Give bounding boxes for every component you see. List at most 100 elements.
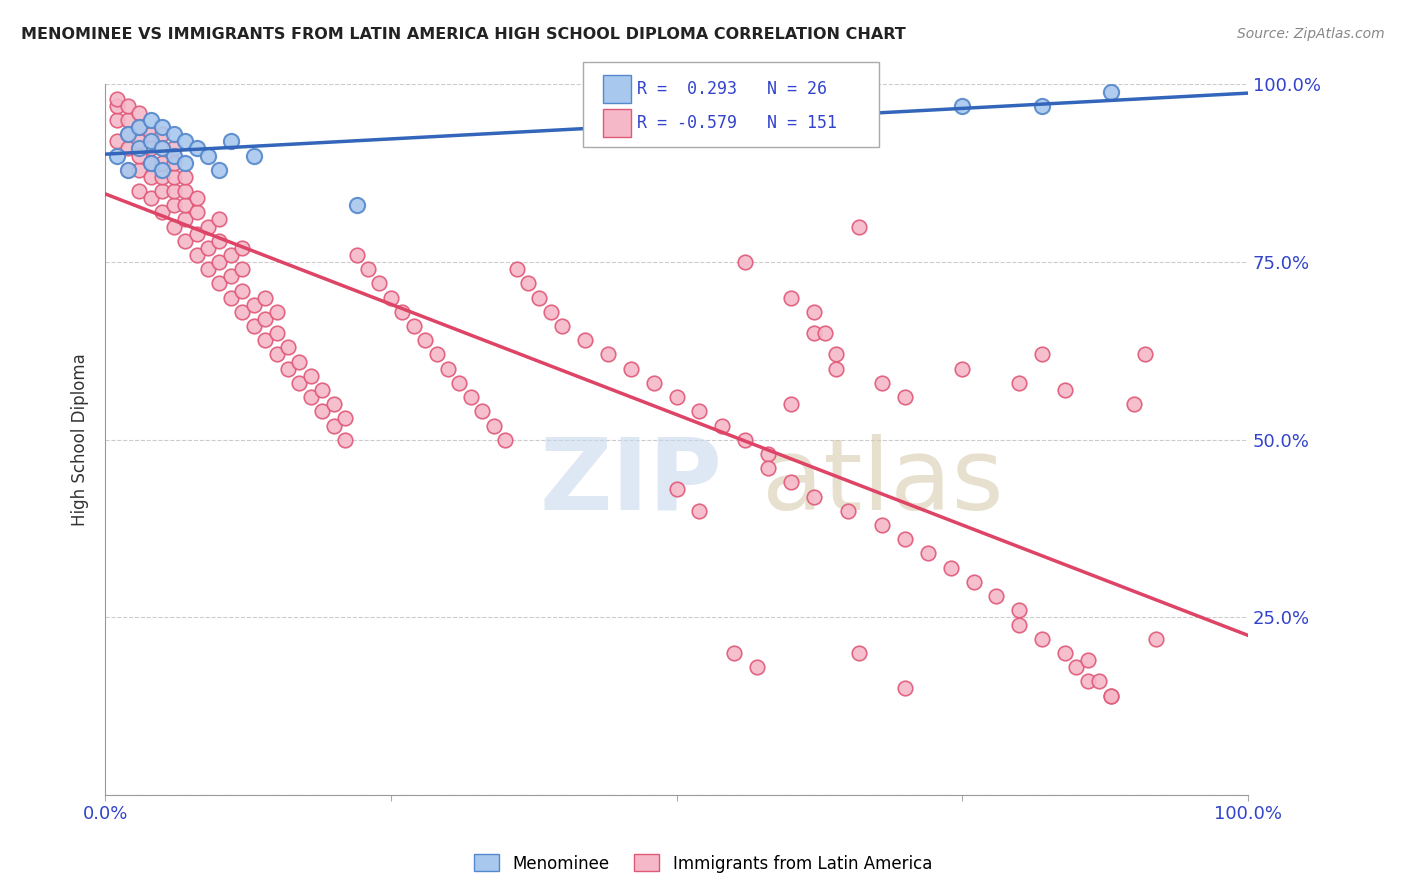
Point <box>186 191 208 205</box>
Point <box>231 262 253 277</box>
Point <box>505 262 527 277</box>
Point <box>1077 653 1099 667</box>
Point <box>620 361 643 376</box>
Point <box>163 141 186 155</box>
Point <box>231 305 253 319</box>
Point <box>734 433 756 447</box>
Point <box>208 277 231 291</box>
Text: atlas: atlas <box>762 434 1004 531</box>
Point <box>163 155 186 169</box>
Point <box>1008 376 1031 390</box>
Point <box>231 284 253 298</box>
Point <box>1053 646 1076 660</box>
Point <box>186 205 208 219</box>
Point <box>413 333 436 347</box>
Point <box>219 291 242 305</box>
Text: Source: ZipAtlas.com: Source: ZipAtlas.com <box>1237 27 1385 41</box>
Point <box>197 148 219 162</box>
Point <box>870 376 893 390</box>
Point <box>139 155 162 169</box>
Point <box>939 560 962 574</box>
Point <box>1008 617 1031 632</box>
Point <box>174 155 197 169</box>
Point <box>779 397 801 411</box>
Point <box>163 169 186 184</box>
Point <box>333 411 356 425</box>
Point <box>128 141 150 155</box>
Point <box>186 227 208 241</box>
Point <box>596 347 619 361</box>
Point <box>117 112 139 127</box>
Point <box>1066 660 1088 674</box>
Point <box>277 361 299 376</box>
Point <box>814 326 837 340</box>
Point <box>128 106 150 120</box>
Point <box>150 162 173 177</box>
Point <box>962 574 984 589</box>
Point <box>197 262 219 277</box>
Point <box>402 319 425 334</box>
Point <box>150 127 173 141</box>
Point <box>266 326 288 340</box>
Point <box>128 134 150 148</box>
Point <box>950 361 973 376</box>
Text: R = -0.579   N = 151: R = -0.579 N = 151 <box>637 114 837 132</box>
Point <box>288 376 311 390</box>
Point <box>117 162 139 177</box>
Point <box>471 404 494 418</box>
Point <box>174 184 197 198</box>
Point <box>1031 347 1053 361</box>
Point <box>242 148 264 162</box>
Point <box>779 475 801 490</box>
Point <box>391 305 413 319</box>
Point <box>266 347 288 361</box>
Point <box>208 212 231 227</box>
Point <box>870 518 893 533</box>
Point <box>894 533 917 547</box>
Point <box>1122 397 1144 411</box>
Point <box>950 99 973 113</box>
Point <box>242 319 264 334</box>
Point <box>105 92 128 106</box>
Text: MENOMINEE VS IMMIGRANTS FROM LATIN AMERICA HIGH SCHOOL DIPLOMA CORRELATION CHART: MENOMINEE VS IMMIGRANTS FROM LATIN AMERI… <box>21 27 905 42</box>
Point <box>1133 347 1156 361</box>
Point <box>825 361 848 376</box>
Point <box>723 646 745 660</box>
Point <box>380 291 402 305</box>
Point <box>1031 99 1053 113</box>
Point <box>437 361 460 376</box>
Point <box>139 169 162 184</box>
Y-axis label: High School Diploma: High School Diploma <box>72 353 89 526</box>
Point <box>117 141 139 155</box>
Point <box>219 248 242 262</box>
Point <box>139 112 162 127</box>
Point <box>277 340 299 354</box>
Point <box>150 169 173 184</box>
Point <box>333 433 356 447</box>
Point <box>174 169 197 184</box>
Point <box>986 589 1008 603</box>
Point <box>803 305 825 319</box>
Point <box>254 312 277 326</box>
Point <box>163 127 186 141</box>
Point <box>139 191 162 205</box>
Point <box>128 120 150 134</box>
Point <box>163 198 186 212</box>
Point <box>825 347 848 361</box>
Legend: Menominee, Immigrants from Latin America: Menominee, Immigrants from Latin America <box>467 847 939 880</box>
Point <box>894 681 917 696</box>
Point <box>242 298 264 312</box>
Point <box>150 155 173 169</box>
Point <box>1099 689 1122 703</box>
Point <box>346 248 368 262</box>
Point <box>117 162 139 177</box>
Point <box>756 461 779 475</box>
Point <box>105 148 128 162</box>
Point <box>665 390 688 404</box>
Point <box>231 241 253 255</box>
Point <box>688 404 710 418</box>
Point <box>1077 674 1099 689</box>
Point <box>688 504 710 518</box>
Point <box>128 184 150 198</box>
Point <box>1088 674 1111 689</box>
